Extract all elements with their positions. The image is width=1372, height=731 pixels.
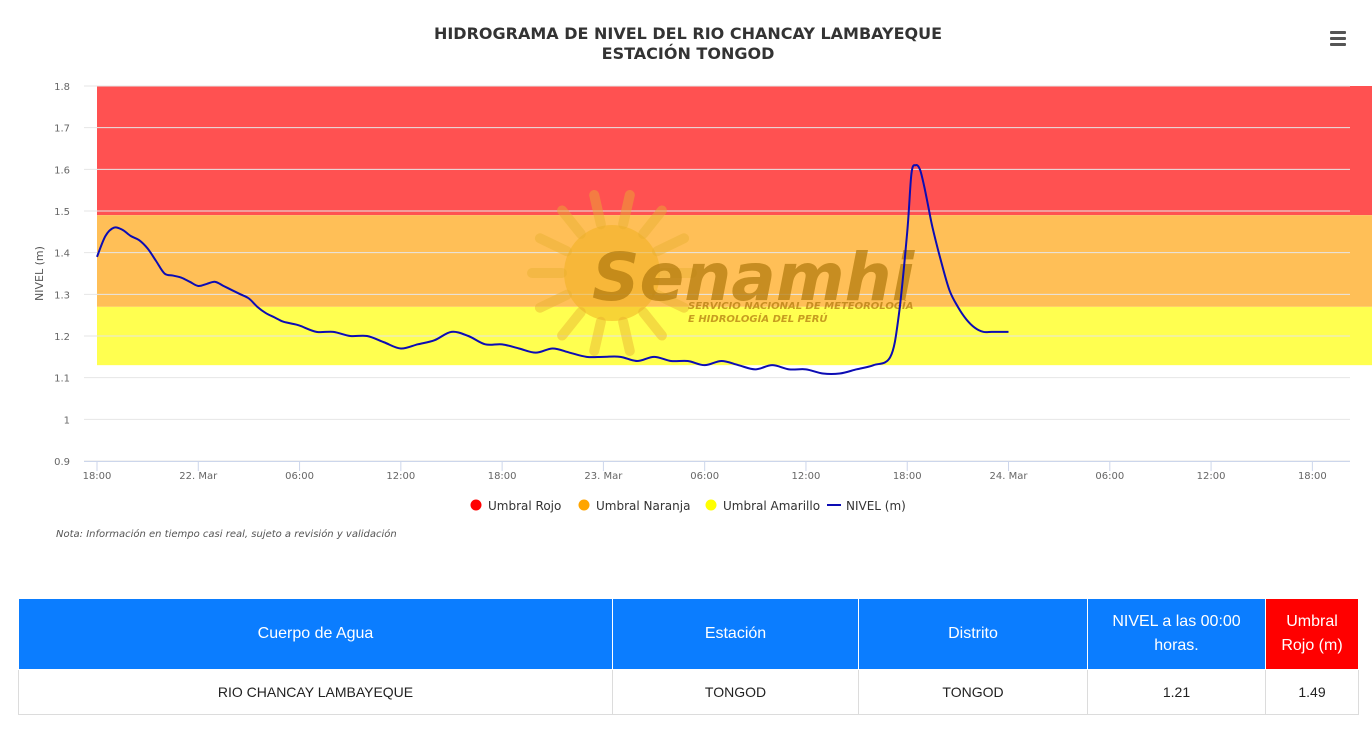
- chart-canvas: 0.9 1 1.1 1.2 1.3 1.4 1.5 1.6 1.7 1.8 18:00 22. Mar…: [33, 24, 1372, 540]
- watermark-logo: Senamhi: [592, 239, 916, 316]
- cell-estacion: TONGOD: [612, 669, 859, 715]
- legend-marker: [470, 499, 482, 511]
- watermark-sun-ray: [618, 316, 635, 356]
- x-tick-label: 12:00: [792, 471, 821, 482]
- header-cuerpo-de-agua: Cuerpo de Agua: [18, 598, 613, 670]
- header-umbral-rojo: Umbral Rojo (m): [1265, 598, 1359, 670]
- series-line-nivel: [96, 164, 1009, 376]
- y-tick-label: 1.6: [54, 165, 70, 176]
- station-table: Cuerpo de Agua Estación Distrito NIVEL a…: [18, 598, 1359, 715]
- header-estacion: Estación: [612, 598, 859, 670]
- y-tick-label: 1.3: [54, 290, 70, 301]
- chart-title: HIDROGRAMA DE NIVEL DEL RIO CHANCAY LAMB…: [434, 24, 942, 43]
- watermark-sun-ray: [534, 233, 572, 257]
- cell-umbral-rojo: 1.49: [1265, 669, 1359, 715]
- watermark-sun-ray: [652, 233, 690, 257]
- header-nivel: NIVEL a las 00:00 horas.: [1087, 598, 1266, 670]
- legend-marker: [705, 499, 717, 511]
- legend-marker: [578, 499, 590, 511]
- legend-item-label: Umbral Rojo: [488, 499, 561, 513]
- y-axis-title: NIVEL (m): [33, 246, 46, 301]
- chart-note: Nota: Información en tiempo casi real, s…: [56, 528, 397, 540]
- x-tick-label: 24. Mar: [990, 471, 1029, 482]
- hamburger-menu-icon[interactable]: [1326, 28, 1350, 48]
- chart-subtitle: ESTACIÓN TONGOD: [602, 44, 775, 63]
- y-tick-label: 1.7: [54, 124, 70, 135]
- cell-nivel: 1.21: [1087, 669, 1266, 715]
- legend-item-label: Umbral Naranja: [596, 499, 690, 513]
- x-tick-label: 18:00: [83, 471, 112, 482]
- watermark-sun-ray: [638, 205, 667, 239]
- x-tick-label: 23. Mar: [584, 471, 623, 482]
- watermark-sun-ray: [557, 307, 586, 341]
- watermark-sun-ray: [534, 289, 572, 313]
- threshold-band: [97, 215, 1372, 307]
- watermark-subtitle: SERVICIO NACIONAL DE METEOROLOGÍA: [688, 299, 914, 312]
- legend-item-label: Umbral Amarillo: [723, 499, 820, 513]
- watermark-sun-ray: [557, 205, 586, 239]
- y-tick-label: 1.4: [54, 249, 70, 260]
- y-tick-label: 1.2: [54, 332, 70, 343]
- legend-item-label: NIVEL (m): [846, 499, 906, 513]
- watermark-sun-ray: [589, 190, 606, 230]
- watermark-sun-ray: [589, 316, 606, 356]
- hydrograph-chart: 0.9 1 1.1 1.2 1.3 1.4 1.5 1.6 1.7 1.8 18:00 22. Mar…: [33, 24, 1372, 540]
- x-tick-label: 06:00: [690, 471, 719, 482]
- x-tick-label: 06:00: [285, 471, 314, 482]
- x-tick-label: 06:00: [1095, 471, 1124, 482]
- y-tick-label: 1.8: [54, 82, 70, 93]
- threshold-band: [97, 86, 1372, 216]
- y-tick-label: 1: [64, 415, 70, 426]
- cell-cuerpo-de-agua: RIO CHANCAY LAMBAYEQUE: [18, 669, 613, 715]
- cell-distrito: TONGOD: [858, 669, 1088, 715]
- y-tick-label: 1.5: [54, 207, 70, 218]
- y-tick-label: 0.9: [54, 457, 70, 468]
- table-row: RIO CHANCAY LAMBAYEQUE TONGOD TONGOD 1.2…: [18, 669, 1359, 715]
- y-tick-label: 1.1: [54, 374, 70, 385]
- table-header-row: Cuerpo de Agua Estación Distrito NIVEL a…: [18, 598, 1359, 670]
- x-tick-label: 18:00: [1298, 471, 1327, 482]
- watermark-sun-ray: [618, 190, 635, 230]
- x-tick-label: 18:00: [488, 471, 517, 482]
- header-distrito: Distrito: [858, 598, 1088, 670]
- x-tick-label: 22. Mar: [179, 471, 218, 482]
- x-tick-label: 18:00: [893, 471, 922, 482]
- watermark-sun-ray: [652, 289, 690, 313]
- watermark-sun-icon: [564, 225, 660, 321]
- watermark-sun-ray: [638, 307, 667, 341]
- x-tick-label: 12:00: [386, 471, 415, 482]
- x-tick-label: 12:00: [1197, 471, 1226, 482]
- watermark-subtitle: E HIDROLOGÍA DEL PERÚ: [688, 312, 828, 325]
